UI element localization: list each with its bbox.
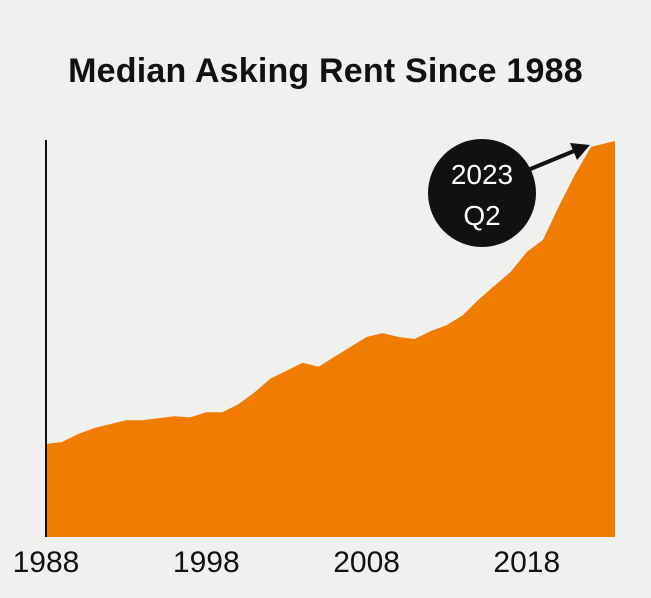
x-tick-label-2008: 2008 (333, 546, 400, 579)
x-tick-label-1988: 1988 (13, 546, 80, 579)
callout-year: 2023 (451, 159, 513, 190)
callout: 2023 Q2 (428, 139, 590, 247)
x-axis-tick-labels: 1988 1998 2008 2018 (13, 546, 561, 579)
x-tick-label-1998: 1998 (173, 546, 240, 579)
callout-arrow-head (570, 143, 590, 160)
rent-area-series (46, 141, 615, 537)
callout-quarter: Q2 (463, 200, 500, 231)
callout-arrow-line (527, 149, 575, 172)
x-tick-label-2018: 2018 (493, 546, 560, 579)
chart-title: Median Asking Rent Since 1988 (68, 52, 583, 90)
callout-bubble (428, 139, 536, 247)
